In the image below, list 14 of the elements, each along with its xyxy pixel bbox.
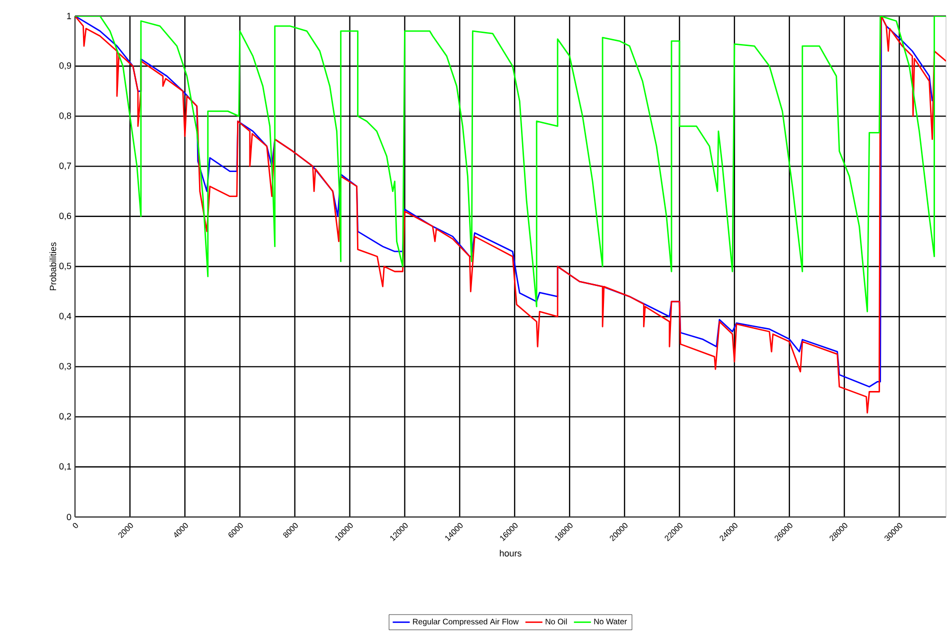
x-axis-title: hours: [500, 550, 522, 556]
y-tick-label: 0,6: [59, 212, 72, 220]
line-series: [75, 16, 946, 312]
y-tick-label: 0,8: [59, 112, 72, 120]
y-tick-label: 0,9: [59, 62, 72, 70]
y-axis-title: Probabilities: [50, 242, 56, 290]
y-tick-label: 0,3: [59, 362, 72, 370]
y-tick-label: 1: [67, 12, 72, 20]
y-tick-label: 0,1: [59, 463, 72, 471]
y-tick-label: 0,2: [59, 413, 72, 420]
y-tick-label: 0,5: [59, 262, 72, 270]
y-tick-label: 0,4: [59, 312, 72, 320]
y-tick-label: 0: [66, 514, 72, 520]
y-tick-label: 0,7: [59, 162, 72, 170]
